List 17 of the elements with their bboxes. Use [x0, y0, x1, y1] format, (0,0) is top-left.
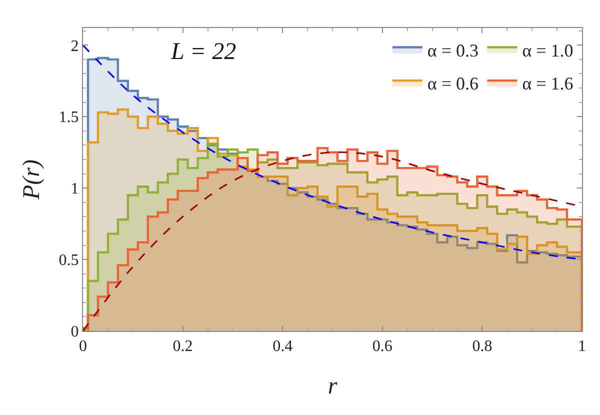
- y-tick-label: 0.5: [58, 252, 79, 270]
- y-axis-title: P(r): [18, 160, 45, 200]
- x-tick-label: 0.8: [472, 338, 492, 356]
- legend-label: α = 0.6: [427, 74, 478, 94]
- x-axis-title: r: [328, 374, 338, 400]
- x-tick-label: 0.2: [172, 338, 193, 356]
- legend-label: α = 1.0: [522, 40, 574, 60]
- legend-label: α = 1.6: [522, 74, 574, 94]
- x-tick-label: 0.4: [272, 338, 293, 356]
- y-tick-label: 2: [70, 38, 79, 55]
- legend-label: α = 0.3: [427, 40, 478, 60]
- x-tick-label: 0.6: [372, 338, 392, 356]
- x-tick-label: 1: [578, 338, 586, 356]
- annotation: L = 22: [170, 39, 236, 65]
- y-tick-label: 0: [70, 324, 79, 341]
- y-tick-label: 1.5: [58, 109, 79, 126]
- y-tick-label: 1: [70, 180, 79, 198]
